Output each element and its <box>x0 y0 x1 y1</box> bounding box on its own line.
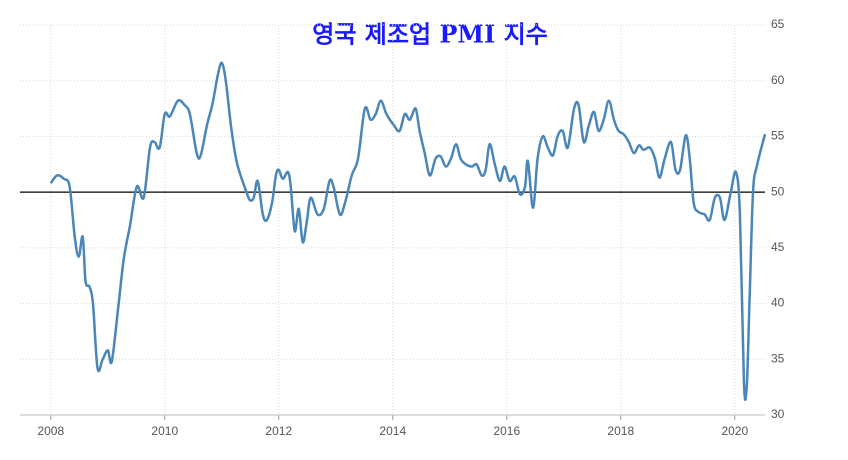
y-tick-label: 65 <box>771 17 785 31</box>
x-tick-label: 2020 <box>721 424 748 438</box>
x-tick-label: 2018 <box>607 424 634 438</box>
y-tick-label: 45 <box>771 240 785 254</box>
data-line <box>49 61 767 401</box>
y-tick-label: 35 <box>771 351 785 365</box>
y-tick-label: 50 <box>771 184 785 198</box>
y-tick-label: 60 <box>771 73 785 87</box>
y-tick-label: 30 <box>771 407 785 421</box>
x-tick-label: 2012 <box>265 424 292 438</box>
x-tick-label: 2008 <box>37 424 64 438</box>
y-tick-label: 55 <box>771 129 785 143</box>
x-tick-label: 2016 <box>493 424 520 438</box>
x-tick-label: 2014 <box>379 424 406 438</box>
y-tick-label: 40 <box>771 296 785 310</box>
chart-title: 영국 제조업 PMI 지수 <box>312 20 547 49</box>
x-tick-label: 2010 <box>151 424 178 438</box>
